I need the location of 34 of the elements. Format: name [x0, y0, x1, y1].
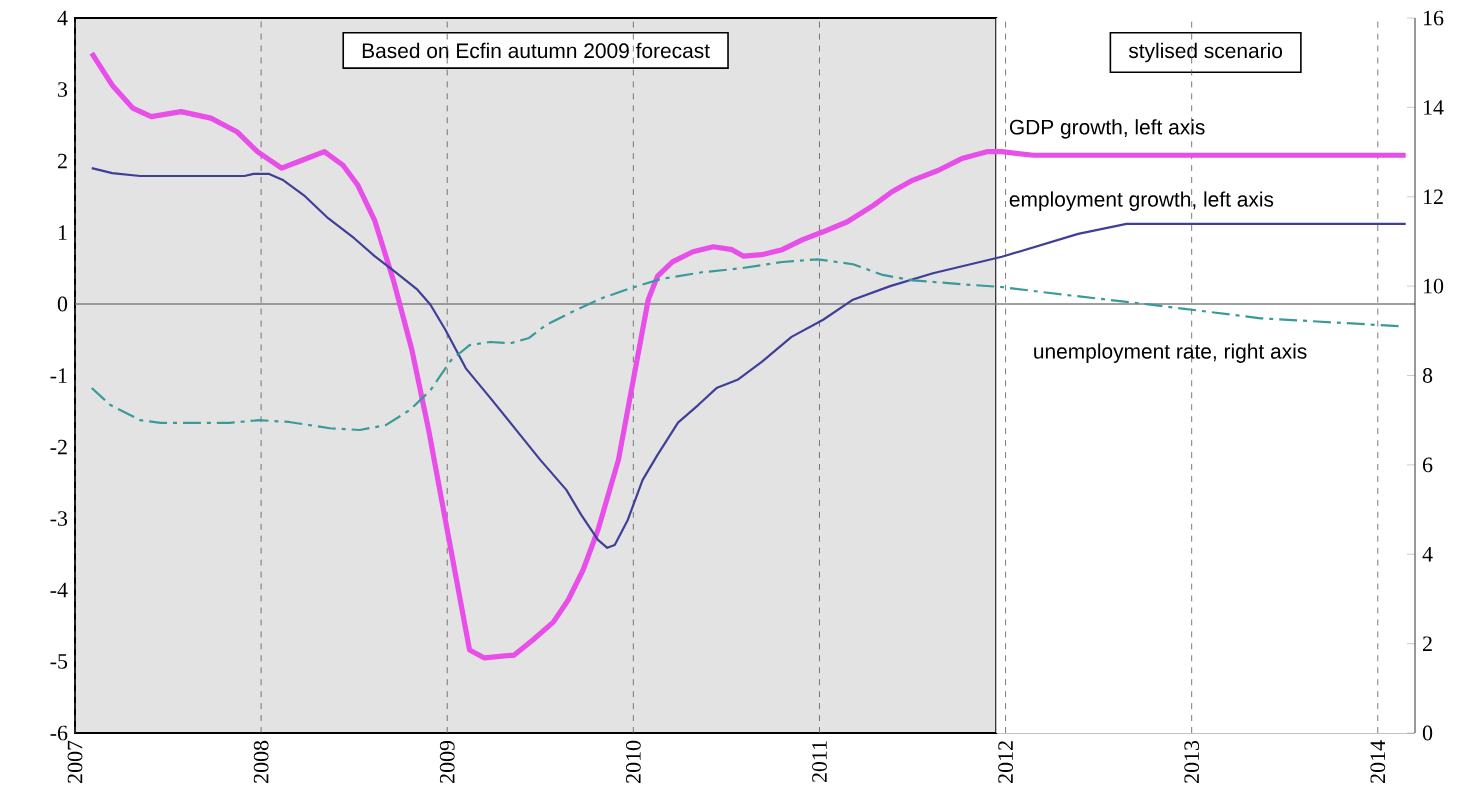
y-tick-label: -5 [50, 654, 68, 669]
y2-tick-label: 12 [1423, 189, 1443, 204]
y2-tick-label: 6 [1422, 457, 1433, 473]
y-tick-label: -6 [50, 725, 68, 741]
y2-tick-label: 16 [1423, 10, 1444, 26]
x-tick-label: 2013 [1184, 740, 1200, 783]
y2-tick-label: 10 [1423, 278, 1444, 294]
y2-tick-label: 2 [1423, 636, 1432, 651]
y-tick-label: -3 [50, 511, 68, 526]
x-tick-label: 2012 [998, 741, 1013, 783]
y2-tick-label: 4 [1422, 547, 1433, 562]
y-tick-label: 1 [58, 225, 67, 240]
x-tick-label: 2007 [67, 740, 83, 783]
y-tick-label: -4 [50, 582, 68, 598]
y-tick-label: 4 [57, 10, 68, 26]
x-tick-label: 2009 [439, 740, 455, 783]
y-tick-label: -1 [50, 368, 67, 383]
series-label: employment growth, left axis [1009, 191, 1274, 211]
y-tick-label: 2 [57, 153, 67, 169]
y2-tick-label: 8 [1422, 368, 1433, 383]
x-tick-label: 2010 [625, 740, 641, 783]
x-tick-label: 2008 [253, 740, 269, 783]
series-label: GDP growth, left axis [1009, 119, 1205, 139]
y2-tick-label: 0 [1422, 725, 1433, 741]
series-label: unemployment rate, right axis [1034, 343, 1307, 363]
line-series [90, 167, 1407, 549]
y-tick-label: -2 [50, 439, 67, 455]
y-tick-label: 0 [57, 296, 68, 312]
x-tick-label: 2011 [812, 741, 827, 783]
y2-tick-label: 14 [1423, 100, 1444, 115]
band-label: Based on Ecfin autumn 2009 forecast [362, 42, 710, 59]
x-tick-label: 2014 [1370, 740, 1386, 783]
y-tick-label: 3 [58, 82, 68, 97]
band-label: stylised scenario [1128, 42, 1283, 63]
